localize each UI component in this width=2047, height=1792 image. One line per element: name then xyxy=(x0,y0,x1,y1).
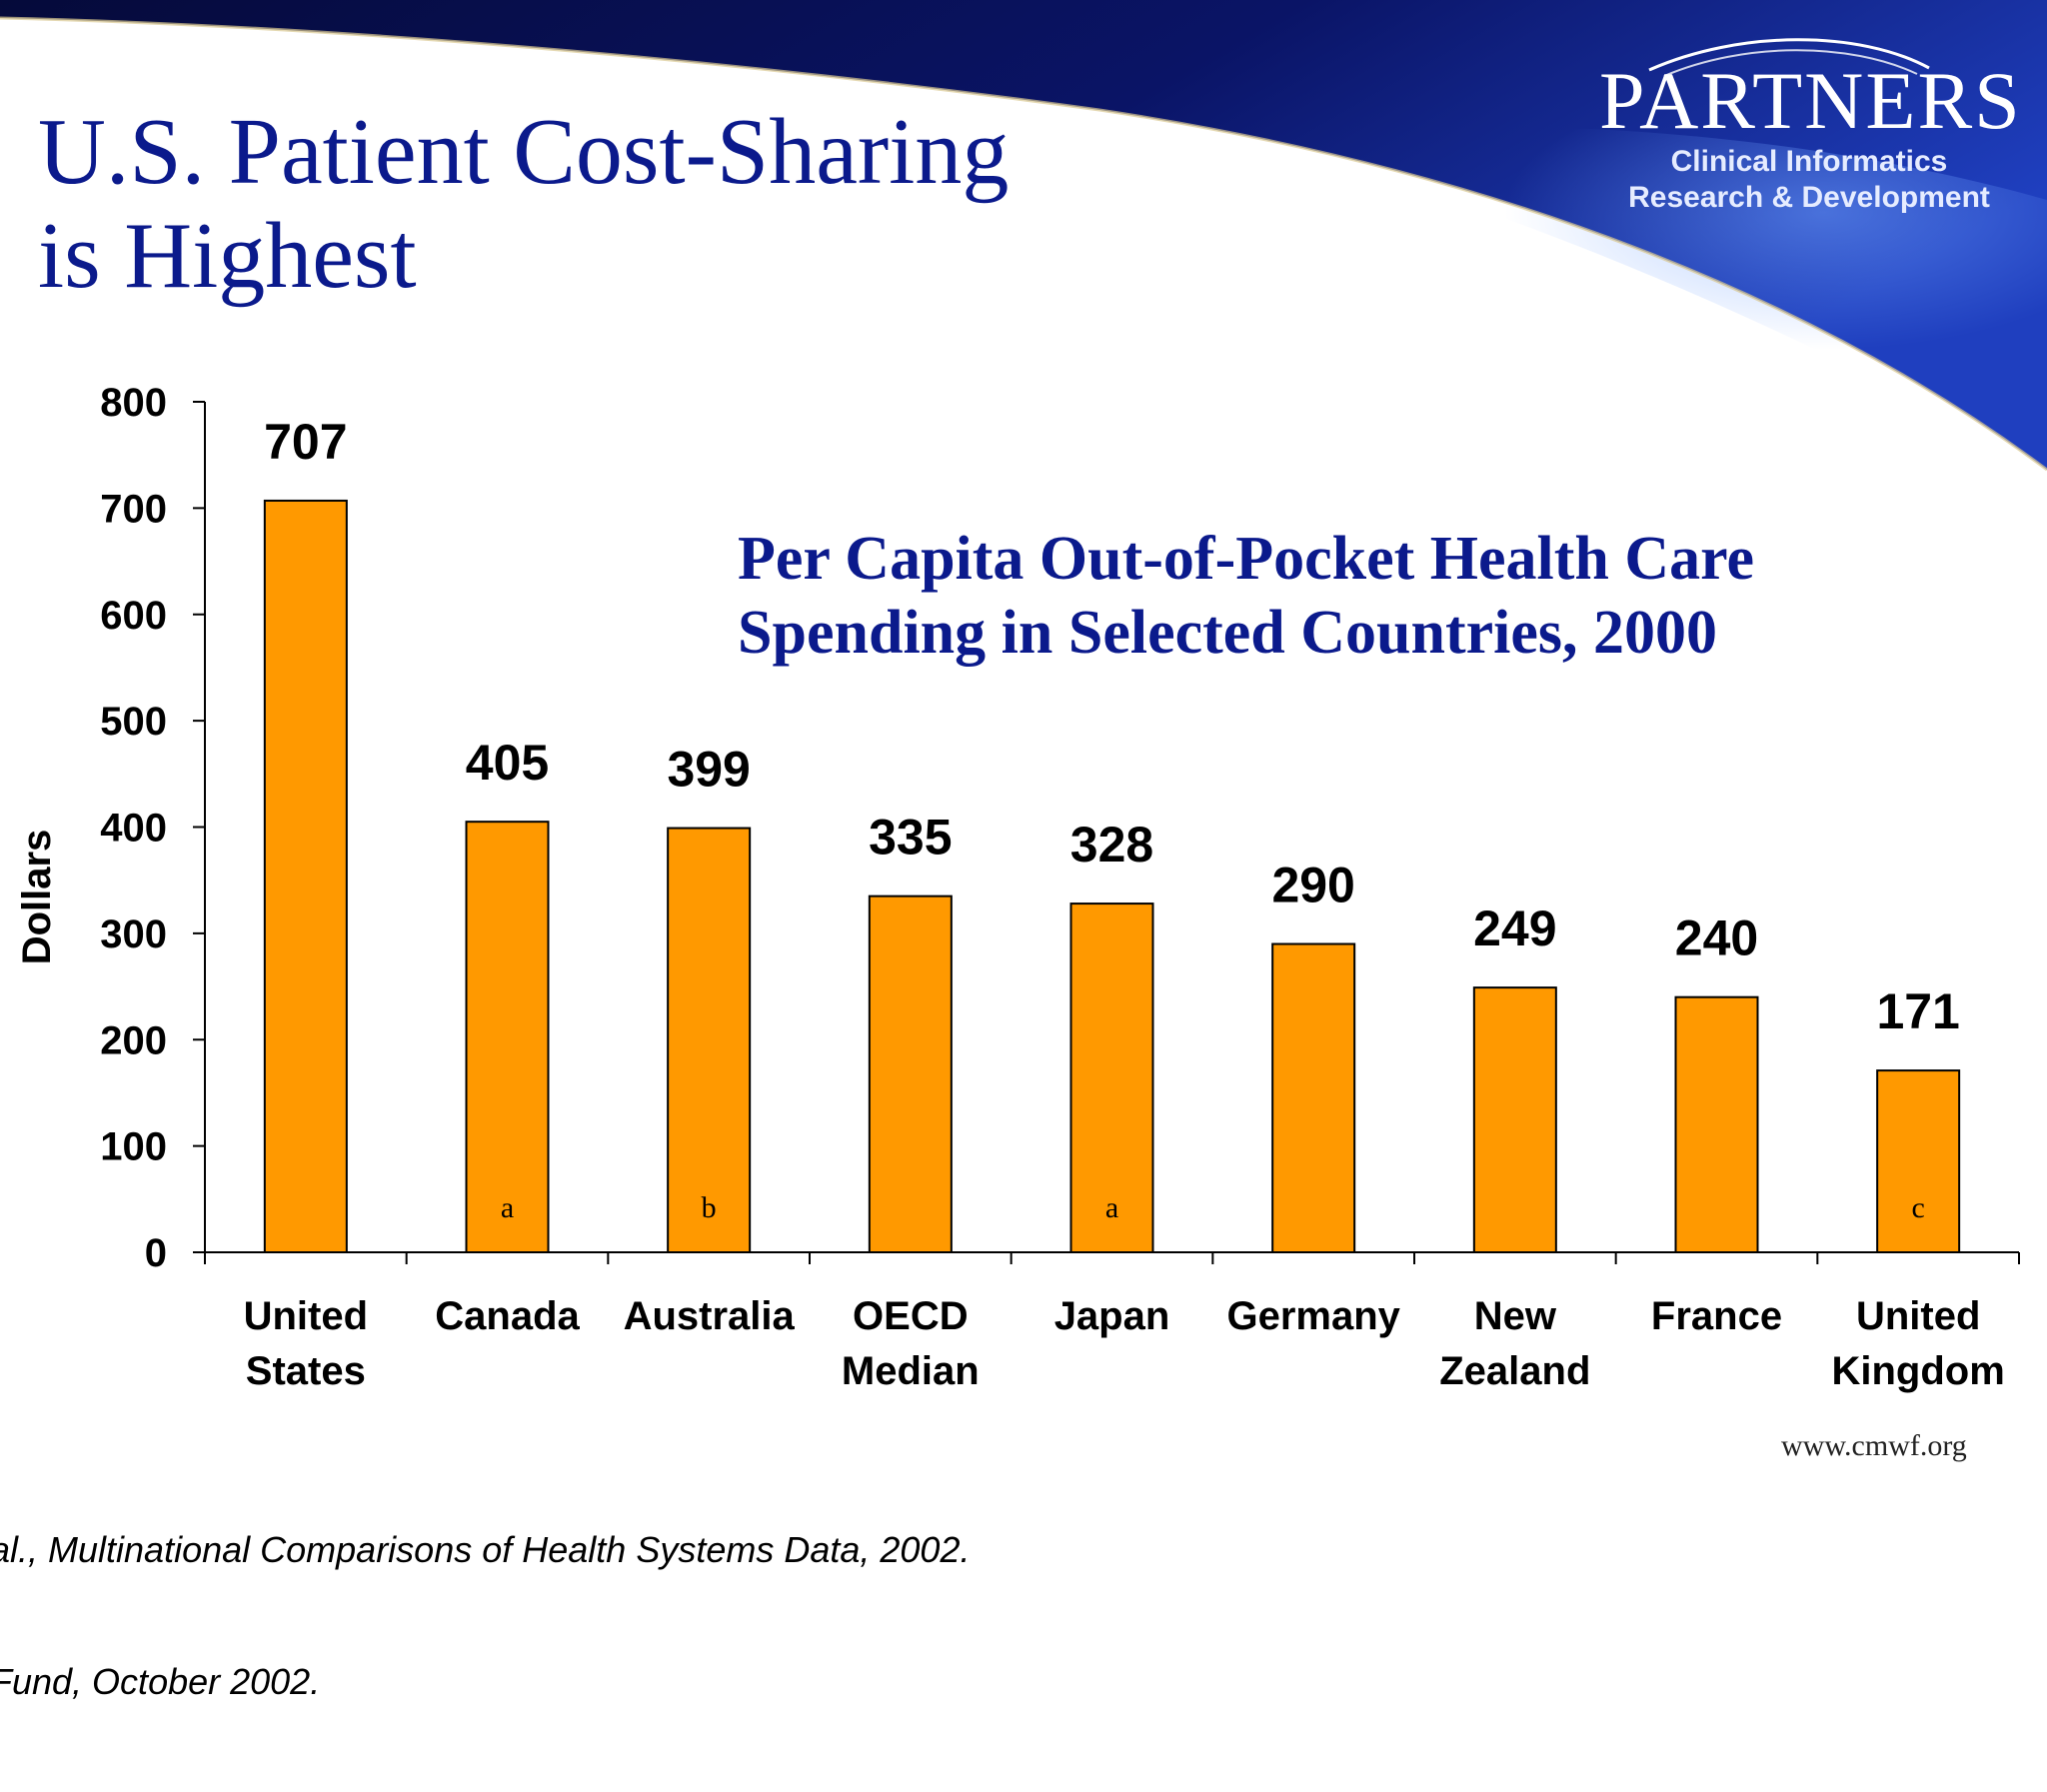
partners-logo: PARTNERS Clinical Informatics Research &… xyxy=(1599,30,2022,216)
data-label: 335 xyxy=(869,810,952,866)
title-line-1: U.S. Patient Cost-Sharing xyxy=(38,100,1010,204)
x-category-label: France xyxy=(1651,1294,1782,1338)
y-tick-label: 600 xyxy=(100,594,167,638)
bar-footnote-marker: a xyxy=(501,1191,514,1224)
bar xyxy=(868,895,953,1253)
bar-footnote-marker: b xyxy=(702,1191,717,1224)
y-tick-label: 500 xyxy=(100,700,167,744)
chart-title: Per Capita Out-of-Pocket Health Care Spe… xyxy=(738,522,1754,670)
y-tick-label: 200 xyxy=(100,1018,167,1062)
page-title: U.S. Patient Cost-Sharing is Highest xyxy=(38,100,1009,308)
y-tick-label: 0 xyxy=(145,1231,167,1275)
logo-subtitle-1: Clinical Informatics xyxy=(1670,145,1948,178)
logo-subtitle-2: Research & Development xyxy=(1628,181,1990,214)
bar xyxy=(263,499,348,1253)
x-category-label: Australia xyxy=(624,1294,796,1338)
x-category-label: Canada xyxy=(435,1294,580,1338)
x-category-label: OECD xyxy=(853,1294,969,1338)
x-category-label: Japan xyxy=(1054,1294,1170,1338)
bar xyxy=(1674,995,1759,1254)
bar-chart: 0 100 200 300 400 500 600 700 800 Dollars 707 Unite… xyxy=(15,381,2020,1393)
bar xyxy=(465,821,550,1254)
header-banner xyxy=(0,0,2047,520)
data-label: 171 xyxy=(1876,983,1959,1039)
chart-title-line-2: Spending in Selected Countries, 2000 xyxy=(738,599,1718,667)
x-category-label: United xyxy=(244,1294,368,1338)
x-category-label: Kingdom xyxy=(1832,1349,2005,1393)
y-axis-label: Dollars xyxy=(15,830,59,965)
x-category-label: States xyxy=(246,1349,366,1393)
data-label: 240 xyxy=(1675,910,1758,966)
source-line-2: Fund, October 2002. xyxy=(0,1661,321,1702)
y-tick-label: 100 xyxy=(100,1125,167,1169)
bar xyxy=(1472,986,1557,1253)
bar xyxy=(1271,942,1356,1253)
x-category-label: United xyxy=(1856,1294,1980,1338)
title-line-2: is Highest xyxy=(38,204,417,308)
y-tick-label: 300 xyxy=(100,912,167,956)
y-tick-label: 400 xyxy=(100,807,167,851)
x-category-label: Median xyxy=(842,1349,980,1393)
data-label: 290 xyxy=(1271,858,1354,913)
chart-title-line-1: Per Capita Out-of-Pocket Health Care xyxy=(738,525,1755,593)
source-citation: al., Multinational Comparisons of Health… xyxy=(0,1440,970,1792)
bar-footnote-marker: c xyxy=(1912,1191,1925,1224)
bar xyxy=(667,827,752,1253)
bar-footnote-marker: a xyxy=(1105,1191,1118,1224)
bar xyxy=(1069,902,1154,1254)
data-label: 405 xyxy=(466,735,549,791)
website-url: www.cmwf.org xyxy=(1781,1429,1967,1462)
data-label: 328 xyxy=(1070,817,1153,873)
y-tick-label: 700 xyxy=(100,487,167,531)
y-tick-label: 800 xyxy=(100,381,167,425)
data-label: 707 xyxy=(264,414,347,470)
data-label: 249 xyxy=(1473,900,1556,956)
x-category-label: New xyxy=(1474,1294,1557,1338)
x-category-label: Germany xyxy=(1226,1294,1400,1338)
logo-wordmark: PARTNERS xyxy=(1599,55,2022,146)
x-category-label: Zealand xyxy=(1439,1349,1590,1393)
bar xyxy=(1876,1069,1961,1253)
slide: U.S. Patient Cost-Sharing is Highest PAR… xyxy=(0,0,2047,1702)
data-label: 399 xyxy=(667,742,750,798)
